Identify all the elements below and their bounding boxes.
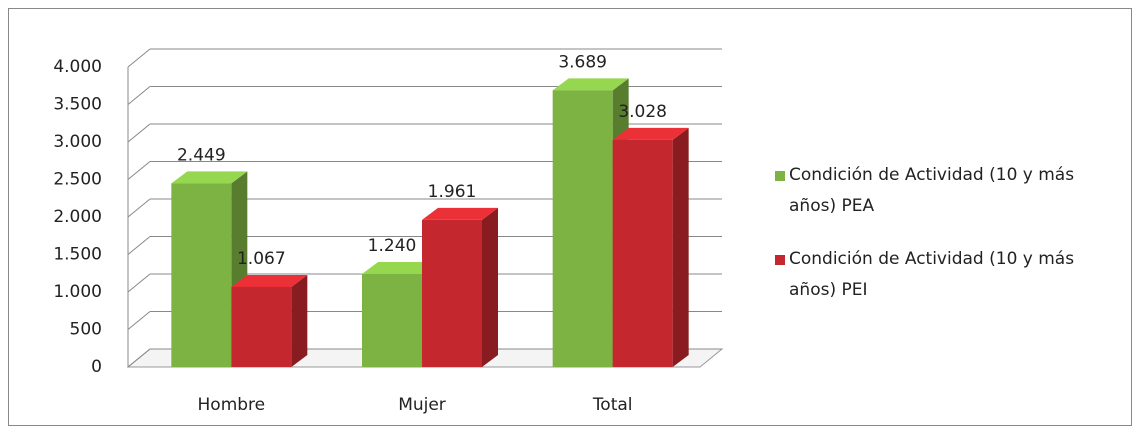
bar <box>171 183 232 367</box>
y-tick-label: 1.000 <box>53 282 102 302</box>
bar-side <box>482 207 498 367</box>
bar-side <box>672 127 689 368</box>
x-tick-label: Total <box>592 395 633 415</box>
bar <box>612 139 673 367</box>
x-tick-label: Mujer <box>398 395 446 415</box>
legend: Condición de Actividad (10 y más años) P… <box>775 160 1120 328</box>
data-label: 1.067 <box>237 249 286 269</box>
y-tick-label: 3.000 <box>53 132 102 152</box>
y-tick-label: 4.000 <box>53 57 102 77</box>
legend-item: Condición de Actividad (10 y más años) P… <box>775 160 1120 222</box>
grid-line <box>127 198 151 218</box>
grid-line <box>127 311 151 330</box>
bar <box>422 219 482 367</box>
grid-line <box>127 123 151 143</box>
legend-swatch <box>775 171 785 181</box>
bar-top <box>362 262 438 274</box>
legend-item: Condición de Actividad (10 y más años) P… <box>775 244 1120 306</box>
legend-label: Condición de Actividad (10 y más años) P… <box>789 249 1075 300</box>
bar-top <box>552 78 629 91</box>
data-label: 3.689 <box>558 52 607 72</box>
bar <box>231 286 292 367</box>
grid-line <box>127 236 151 255</box>
bar <box>552 90 613 367</box>
grid-line <box>127 86 151 105</box>
bar-top <box>422 207 498 220</box>
x-tick-label: Hombre <box>198 395 266 415</box>
bar <box>362 274 422 367</box>
grid-line <box>127 348 151 368</box>
y-tick-label: 3.500 <box>53 95 102 115</box>
y-tick-label: 500 <box>70 320 102 340</box>
legend-swatch <box>775 255 785 265</box>
bar-top <box>612 127 689 140</box>
y-tick-label: 1.500 <box>53 245 102 265</box>
data-label: 3.028 <box>618 102 667 122</box>
data-label: 1.240 <box>368 236 417 256</box>
y-tick-label: 2.500 <box>53 170 102 190</box>
grid-line <box>127 273 151 293</box>
grid-line <box>127 48 151 68</box>
grid-line <box>127 161 151 180</box>
data-label: 1.961 <box>428 182 477 202</box>
legend-label: Condición de Actividad (10 y más años) P… <box>789 165 1075 216</box>
y-tick-label: 0 <box>91 357 102 377</box>
bar-top <box>171 171 248 184</box>
bar-side <box>291 274 308 367</box>
y-tick-label: 2.000 <box>53 207 102 227</box>
bar-top <box>231 274 308 287</box>
data-label: 2.449 <box>177 145 226 165</box>
